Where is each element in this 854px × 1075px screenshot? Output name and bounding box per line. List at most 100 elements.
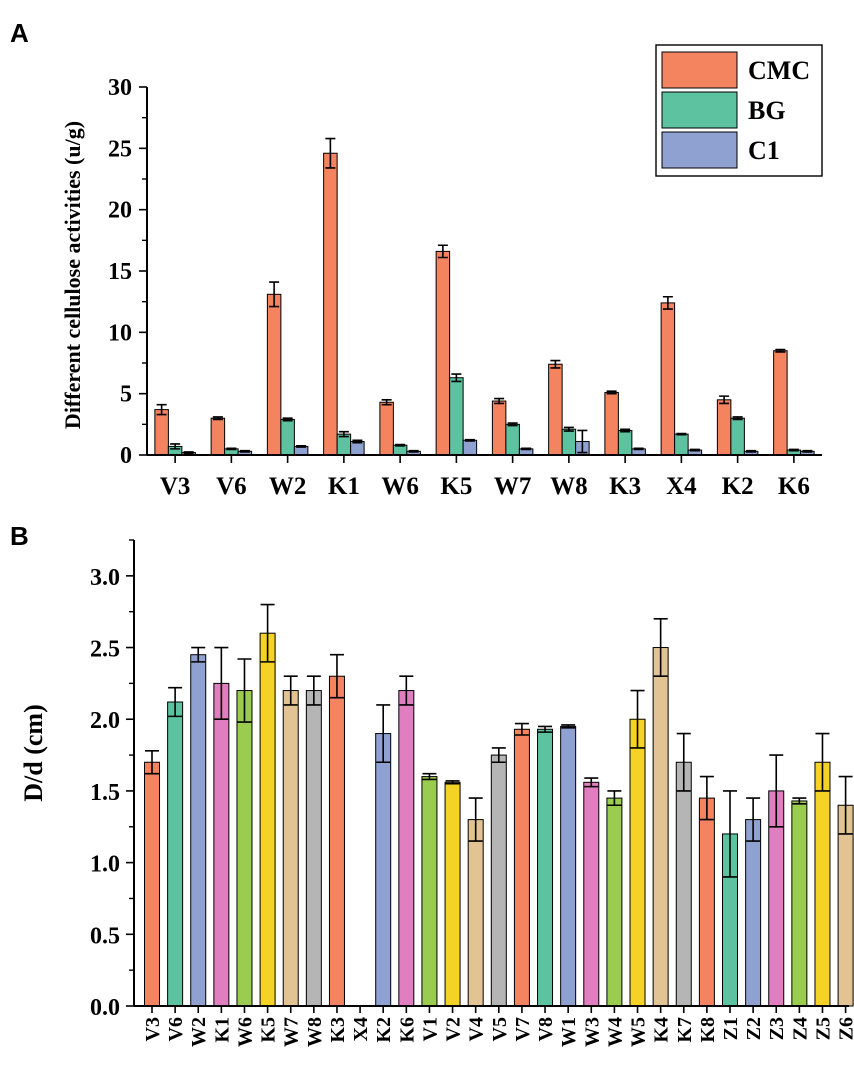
errorbar-cmc-v3 — [156, 403, 167, 416]
errorbar-c1-k1 — [352, 439, 363, 444]
legend-label-cmc: CMC — [748, 56, 810, 85]
x-tick-label: V5 — [489, 1017, 511, 1041]
bar-k3 — [328, 675, 345, 1007]
y-tick-label: 1.5 — [90, 780, 120, 806]
x-tick-label: W8 — [550, 473, 588, 500]
errorbar-z5 — [815, 732, 830, 792]
bar-cmc-w2 — [266, 293, 282, 456]
y-tick-label: 2.5 — [90, 637, 120, 663]
errorbar-c1-k6 — [802, 449, 813, 453]
errorbar-k8 — [699, 775, 714, 821]
x-tick-label: Z4 — [789, 1017, 811, 1040]
errorbar-z2 — [746, 797, 761, 842]
x-tick-label: Z5 — [812, 1017, 834, 1040]
errorbar-z1 — [723, 790, 737, 878]
errorbar-bg-w6 — [395, 443, 406, 447]
bar-w8 — [305, 690, 322, 1007]
errorbar-c1-w8 — [577, 429, 588, 454]
bar-bg-x4 — [674, 433, 689, 456]
y-tick-label: 0.0 — [90, 995, 120, 1021]
errorbar-bg-x4 — [676, 432, 687, 436]
bar-z6 — [837, 804, 854, 1007]
errorbar-c1-v3 — [183, 451, 194, 454]
bar-cmc-k1 — [323, 152, 338, 456]
errorbar-k1 — [214, 646, 229, 721]
bar-w4 — [606, 797, 623, 1007]
bar-v7 — [513, 728, 530, 1007]
y-tick-label: 10 — [108, 320, 132, 346]
legend-swatch-c1 — [661, 131, 738, 169]
x-tick-label: X4 — [666, 473, 697, 500]
errorbar-w7 — [283, 675, 298, 706]
errorbar-w1 — [561, 724, 576, 729]
y-tick-label: 1.0 — [90, 852, 120, 878]
errorbar-bg-w8 — [563, 426, 574, 432]
errorbar-w4 — [607, 790, 622, 807]
errorbar-c1-k3 — [633, 447, 644, 451]
errorbar-cmc-w2 — [269, 281, 280, 308]
errorbar-v3 — [145, 749, 159, 775]
x-tick-label: Z6 — [836, 1017, 854, 1040]
x-tick-label: K6 — [778, 473, 810, 500]
x-tick-label: V6 — [165, 1017, 187, 1041]
x-tick-label: W6 — [234, 1017, 256, 1047]
x-tick-label: K3 — [609, 473, 641, 500]
bar-cmc-v3 — [154, 409, 169, 456]
bar-cmc-k2 — [716, 399, 732, 456]
errorbar-c1-x4 — [689, 448, 700, 452]
bar-v6 — [167, 701, 184, 1007]
bar-w1 — [560, 725, 577, 1007]
x-tick-label: K6 — [396, 1017, 418, 1043]
bar-bg-k3 — [617, 429, 633, 456]
bar-cmc-k3 — [604, 391, 619, 456]
bar-cmc-w6 — [379, 401, 394, 456]
bar-w5 — [629, 718, 646, 1007]
errorbar-cmc-k2 — [719, 395, 730, 405]
y-tick-label: 0.5 — [90, 923, 120, 949]
errorbar-k2 — [376, 704, 391, 764]
x-tick-label: K3 — [327, 1017, 349, 1043]
panel-a-label: A — [10, 18, 29, 48]
x-tick-label: W8 — [304, 1017, 326, 1047]
errorbar-w8 — [306, 675, 321, 706]
bar-z5 — [814, 761, 831, 1007]
bar-cmc-v6 — [210, 417, 226, 456]
bar-k4 — [652, 647, 669, 1007]
x-tick-label: K5 — [440, 473, 472, 500]
legend-label-bg: BG — [748, 96, 786, 125]
bar-cmc-k5 — [435, 250, 451, 456]
bar-c1-k5 — [462, 439, 478, 456]
errorbar-bg-k3 — [620, 428, 631, 433]
x-tick-label: V7 — [512, 1017, 534, 1041]
y-tick-label: 2.0 — [90, 708, 120, 734]
x-tick-label: K5 — [258, 1017, 280, 1043]
errorbar-v6 — [168, 686, 183, 718]
errorbar-bg-k1 — [338, 430, 349, 438]
panel-b-label: B — [10, 521, 29, 551]
bar-bg-w2 — [280, 418, 295, 456]
bar-v4 — [467, 819, 484, 1007]
errorbar-v1 — [422, 772, 437, 781]
x-tick-label: K2 — [722, 473, 754, 500]
y-tick-label: 5 — [120, 382, 132, 408]
x-tick-label: Z3 — [766, 1017, 788, 1040]
errorbar-v4 — [468, 797, 483, 842]
x-tick-label: W3 — [581, 1017, 603, 1047]
x-tick-label: V4 — [466, 1017, 488, 1041]
x-tick-label: K1 — [211, 1017, 233, 1043]
errorbar-z3 — [769, 754, 784, 828]
errorbar-z6 — [838, 775, 853, 835]
errorbar-cmc-k1 — [325, 137, 336, 169]
y-tick-label: 0 — [120, 443, 132, 469]
errorbar-cmc-k5 — [437, 244, 448, 259]
y-axis-title: D/d (cm) — [19, 704, 48, 801]
y-tick-label: 15 — [108, 259, 132, 285]
errorbar-v2 — [445, 780, 460, 785]
errorbar-bg-w2 — [282, 417, 293, 422]
bar-w3 — [583, 781, 600, 1007]
bar-bg-w6 — [392, 444, 408, 456]
errorbar-cmc-k3 — [606, 390, 617, 395]
errorbar-v8 — [538, 725, 553, 733]
errorbar-c1-k5 — [464, 438, 475, 442]
